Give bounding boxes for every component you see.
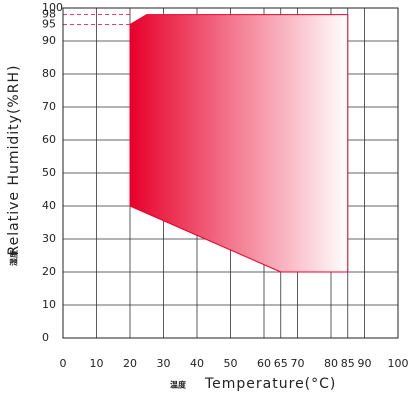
y-axis-title: Relative Humidity(%RH) — [6, 65, 22, 256]
x-tick-label: 80 — [324, 357, 338, 370]
y-tick-label: 90 — [42, 34, 56, 47]
operating-area — [129, 14, 349, 273]
x-tick-label: 65 — [274, 357, 288, 370]
x-tick-label: 30 — [157, 357, 171, 370]
y-tick-label: 95 — [42, 18, 56, 31]
y-tick-label: 30 — [42, 232, 56, 245]
x-tick-label: 0 — [60, 357, 67, 370]
x-tick-label: 70 — [291, 357, 305, 370]
x-tick-label: 85 — [341, 357, 355, 370]
y-tick-label: 80 — [42, 67, 56, 80]
x-axis-title: Temperature(°C) — [204, 376, 336, 392]
x-tick-label: 40 — [190, 357, 204, 370]
y-tick-label: 50 — [42, 166, 56, 179]
y-tick-label: 0 — [42, 331, 49, 344]
x-tick-label: 20 — [123, 357, 137, 370]
plot-border — [62, 7, 399, 339]
y-tick-label: 40 — [42, 199, 56, 212]
y-tick-label: 60 — [42, 133, 56, 146]
x-tick-label: 10 — [90, 357, 104, 370]
y-tick-label: 10 — [42, 298, 56, 311]
x-tick-label: 50 — [224, 357, 238, 370]
y-tick-label: 20 — [42, 265, 56, 278]
y-tick-label: 98 — [42, 8, 56, 21]
x-tick-label: 60 — [257, 357, 271, 370]
y-tick-label: 70 — [42, 100, 56, 113]
x-tick-label: 90 — [358, 357, 372, 370]
y-tick-label: 100 — [42, 1, 63, 14]
x-axis-title-cn: 温度 — [170, 380, 187, 390]
y-axis-title-cn: 湿度 — [9, 249, 19, 266]
x-tick-label: 100 — [388, 357, 409, 370]
